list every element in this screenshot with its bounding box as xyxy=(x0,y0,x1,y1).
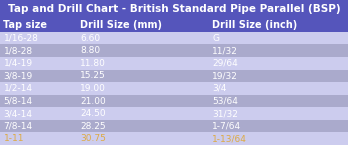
Text: 7/8-14: 7/8-14 xyxy=(3,122,33,131)
Text: 1-7/64: 1-7/64 xyxy=(212,122,242,131)
Bar xyxy=(0,107,348,120)
Bar xyxy=(0,82,348,95)
Text: 28.25: 28.25 xyxy=(80,122,106,131)
Text: Tap size: Tap size xyxy=(3,20,47,30)
Bar xyxy=(0,132,348,145)
Text: 5/8-14: 5/8-14 xyxy=(3,97,33,106)
Text: Drill Size (inch): Drill Size (inch) xyxy=(212,20,298,30)
Text: Drill Size (mm): Drill Size (mm) xyxy=(80,20,162,30)
Bar xyxy=(0,70,348,82)
Text: 31/32: 31/32 xyxy=(212,109,238,118)
Bar xyxy=(0,57,348,70)
Text: Tap and Drill Chart - British Standard Pipe Parallel (BSP): Tap and Drill Chart - British Standard P… xyxy=(8,4,340,14)
Text: 6.60: 6.60 xyxy=(80,34,100,43)
Text: 3/4-14: 3/4-14 xyxy=(3,109,32,118)
Text: 1/8-28: 1/8-28 xyxy=(3,46,33,55)
Bar xyxy=(0,45,348,57)
Bar xyxy=(0,19,348,32)
Text: 53/64: 53/64 xyxy=(212,97,238,106)
Bar xyxy=(0,120,348,132)
Text: 1/16-28: 1/16-28 xyxy=(3,34,38,43)
Text: 8.80: 8.80 xyxy=(80,46,100,55)
Text: 11.80: 11.80 xyxy=(80,59,106,68)
Text: 3/8-19: 3/8-19 xyxy=(3,71,33,80)
Text: 19.00: 19.00 xyxy=(80,84,106,93)
Text: 24.50: 24.50 xyxy=(80,109,106,118)
Text: 11/32: 11/32 xyxy=(212,46,238,55)
Text: 1-13/64: 1-13/64 xyxy=(212,134,247,143)
Text: 1/2-14: 1/2-14 xyxy=(3,84,32,93)
Text: 30.75: 30.75 xyxy=(80,134,106,143)
Text: G: G xyxy=(212,34,219,43)
Text: 21.00: 21.00 xyxy=(80,97,106,106)
Text: 29/64: 29/64 xyxy=(212,59,238,68)
Text: 15.25: 15.25 xyxy=(80,71,106,80)
Text: 19/32: 19/32 xyxy=(212,71,238,80)
Bar xyxy=(0,95,348,107)
Bar xyxy=(0,32,348,45)
Text: 3/4: 3/4 xyxy=(212,84,227,93)
Text: 1-11: 1-11 xyxy=(3,134,24,143)
Text: 1/4-19: 1/4-19 xyxy=(3,59,33,68)
